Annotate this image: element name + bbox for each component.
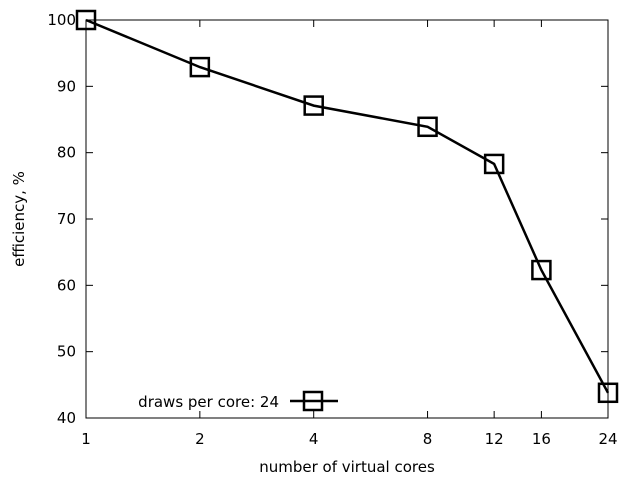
data-point — [75, 9, 97, 31]
data-point — [597, 382, 619, 404]
x-tick-label: 2 — [195, 430, 205, 448]
data-point — [189, 56, 211, 78]
data-point — [303, 95, 324, 116]
y-tick-label: 60 — [57, 276, 76, 294]
x-tick-label: 8 — [423, 430, 433, 448]
legend: draws per core: 24 — [138, 390, 338, 412]
data-point — [417, 116, 438, 138]
y-tick-label: 100 — [47, 11, 76, 29]
y-tick-label: 40 — [57, 409, 76, 427]
x-tick-label: 24 — [598, 430, 617, 448]
x-tick-label: 12 — [485, 430, 504, 448]
legend-label: draws per core: 24 — [138, 393, 279, 411]
x-tick-label: 1 — [81, 430, 91, 448]
y-tick-label: 90 — [57, 77, 76, 95]
legend-marker — [302, 390, 324, 412]
x-tick-label: 4 — [309, 430, 319, 448]
plot-frame — [85, 19, 609, 419]
x-axis-label: number of virtual cores — [259, 458, 435, 476]
series-line — [85, 18, 610, 394]
y-tick-label: 80 — [57, 144, 76, 162]
x-axis: 1 2 4 8 12 16 24 — [81, 20, 618, 448]
data-point — [531, 259, 552, 281]
y-tick-label: 50 — [57, 343, 76, 361]
data-point — [483, 153, 505, 175]
x-tick-label: 16 — [532, 430, 551, 448]
y-axis: 40 50 60 70 80 90 100 — [47, 11, 608, 427]
plot-border — [85, 19, 609, 419]
series-layer — [75, 9, 619, 404]
y-tick-label: 70 — [57, 210, 76, 228]
y-axis-label: efficiency, % — [10, 171, 28, 267]
